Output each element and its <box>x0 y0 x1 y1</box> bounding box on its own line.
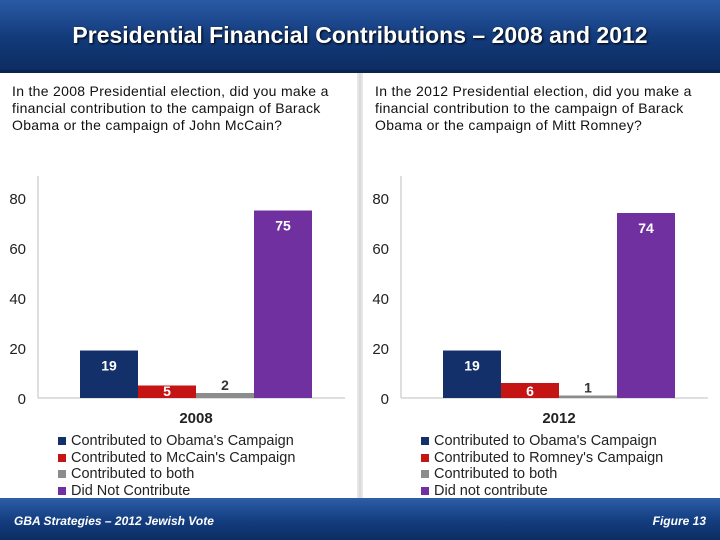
data-label: 74 <box>638 220 654 236</box>
bar <box>138 385 196 398</box>
legend-2012: Contributed to Obama's Campaign Contribut… <box>421 433 663 499</box>
chart-2008: 0 20 40 60 80 19 5 2 75 2008 <box>9 176 345 427</box>
panel-divider <box>357 73 363 498</box>
footer-bar: GBA Strategies – 2012 Jewish Vote Figure… <box>0 498 720 540</box>
legend-label: Contributed to both <box>71 466 195 483</box>
title-bar: Presidential Financial Contributions – 2… <box>0 0 720 73</box>
panel-2008: In the 2008 Presidential election, did y… <box>0 73 355 499</box>
legend-label: Contributed to Obama's Campaign <box>434 433 657 450</box>
y-tick-label: 40 <box>372 291 389 308</box>
legend-label: Did Not Contribute <box>71 482 191 499</box>
legend-item: Contributed to McCain's Campaign <box>58 450 295 467</box>
data-label: 1 <box>584 380 592 396</box>
legend-swatch <box>421 486 429 495</box>
bar <box>196 393 254 398</box>
y-tick-label: 40 <box>9 291 26 308</box>
legend-swatch <box>58 486 66 495</box>
legend-item: Did not contribute <box>421 483 663 500</box>
y-tick-label: 20 <box>9 341 26 358</box>
bar <box>617 213 675 398</box>
legend-item: Contributed to both <box>58 466 295 483</box>
data-label: 19 <box>464 358 480 374</box>
legend-swatch <box>58 437 66 446</box>
y-tick-label: 0 <box>18 391 26 408</box>
legend-label: Contributed to Obama's Campaign <box>71 433 294 450</box>
y-tick-label: 20 <box>372 341 389 358</box>
legend-item: Contributed to Romney's Campaign <box>421 450 663 467</box>
legend-item: Contributed to Obama's Campaign <box>58 433 295 450</box>
x-category-label: 2008 <box>179 410 212 427</box>
x-category-label: 2012 <box>542 410 575 427</box>
legend-swatch <box>421 453 429 462</box>
data-label: 6 <box>526 383 534 399</box>
data-label: 2 <box>221 377 229 393</box>
legend-swatch <box>58 470 66 479</box>
bar <box>501 383 559 398</box>
legend-swatch <box>421 470 429 479</box>
footer-source: GBA Strategies – 2012 Jewish Vote <box>14 514 214 528</box>
legend-item: Did Not Contribute <box>58 483 295 500</box>
chart-2012: 0 20 40 60 80 19 6 1 74 2012 <box>372 176 708 427</box>
question-text: In the 2008 Presidential election, did y… <box>12 83 329 133</box>
data-label: 75 <box>275 218 291 234</box>
y-tick-label: 60 <box>9 241 26 258</box>
legend-label: Did not contribute <box>434 482 548 499</box>
legend-label: Contributed to Romney's Campaign <box>434 449 664 466</box>
legend-item: Contributed to both <box>421 466 663 483</box>
data-label: 19 <box>101 358 117 374</box>
y-tick-label: 0 <box>381 391 389 408</box>
data-label: 5 <box>163 383 171 399</box>
panel-2012: In the 2012 Presidential election, did y… <box>363 73 718 499</box>
y-tick-label: 60 <box>372 241 389 258</box>
legend-2008: Contributed to Obama's Campaign Contribut… <box>58 433 295 499</box>
legend-swatch <box>421 437 429 446</box>
figure-number: Figure 13 <box>652 514 706 528</box>
y-tick-label: 80 <box>372 191 389 208</box>
bar <box>443 350 501 398</box>
page-title: Presidential Financial Contributions – 2… <box>72 22 648 48</box>
legend-item: Contributed to Obama's Campaign <box>421 433 663 450</box>
question-text: In the 2012 Presidential election, did y… <box>375 83 692 133</box>
bar <box>254 210 312 398</box>
legend-swatch <box>58 453 66 462</box>
legend-label: Contributed to McCain's Campaign <box>71 449 296 466</box>
bar <box>80 350 138 398</box>
y-tick-label: 80 <box>9 191 26 208</box>
legend-label: Contributed to both <box>434 466 558 483</box>
bar <box>559 395 617 398</box>
